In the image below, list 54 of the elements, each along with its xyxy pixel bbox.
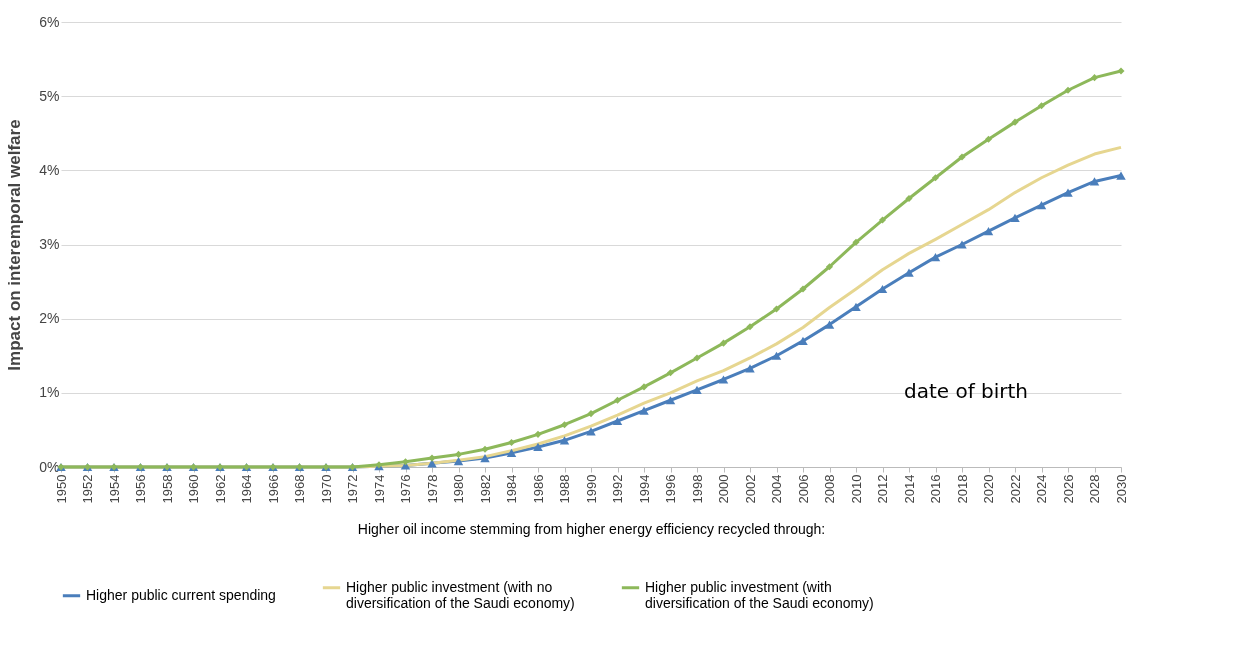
x-tick-label: 2018 (954, 474, 970, 504)
x-tick-label: 1976 (398, 474, 413, 504)
x-tick-label: 2016 (928, 474, 943, 504)
x-tick-label: 2028 (1087, 474, 1102, 504)
x-tick-label: 2014 (901, 474, 917, 504)
x-tick-label: 1960 (186, 474, 201, 504)
x-tick-label: 2020 (981, 474, 996, 504)
x-axis-title: Higher oil income stemming from higher energy efficiency recycled through: (357, 521, 826, 538)
x-tick-label: 2000 (716, 474, 731, 504)
annotation: date of birth (903, 379, 1029, 403)
x-tick-label: 1954 (106, 474, 122, 504)
x-tick-label: 2030 (1113, 474, 1129, 504)
x-tick-label: 2022 (1007, 474, 1023, 504)
x-tick-label: 1950 (53, 474, 69, 504)
x-tick-label: 1982 (477, 474, 493, 504)
legend-label: Higher public investment (with no diversification of the Saudi economy) (346, 578, 575, 611)
x-tick-label: 1956 (133, 474, 148, 504)
x-tick-label: 2006 (795, 474, 811, 504)
y-tick-label: 1% (39, 384, 60, 401)
legend-label: Higher public investment (with diversification of the Saudi economy) (645, 578, 874, 611)
x-tick-label: 1980 (451, 474, 466, 504)
x-tick-label: 2024 (1034, 474, 1049, 504)
y-tick-label: 6% (39, 13, 60, 30)
x-tick-label: 1970 (318, 474, 334, 504)
x-tick-label: 1978 (424, 474, 440, 504)
x-tick-label: 2026 (1060, 474, 1076, 504)
y-tick-label: 5% (39, 87, 60, 104)
y-tick-label: 3% (39, 236, 60, 252)
x-tick-label: 1958 (159, 474, 175, 504)
x-tick-label: 2012 (875, 474, 890, 504)
x-tick-label: 1972 (345, 474, 360, 504)
x-tick-label: 1964 (239, 474, 254, 504)
x-tick-label: 1968 (292, 474, 307, 504)
legend-label: Higher public current spending (86, 586, 276, 603)
x-tick-label: 2008 (822, 474, 837, 504)
x-tick-label: 2010 (848, 474, 864, 504)
x-tick-label: 1990 (583, 474, 599, 504)
x-tick-label: 1986 (530, 474, 546, 504)
x-tick-label: 1962 (212, 474, 228, 504)
y-axis-title: Impact on interemporal welfare (5, 119, 25, 371)
x-tick-label: 1992 (610, 474, 625, 504)
x-tick-label: 2004 (769, 474, 784, 504)
x-tick-label: 1974 (371, 474, 387, 504)
x-tick-label: 2002 (742, 474, 758, 504)
x-tick-label: 1998 (689, 474, 705, 504)
x-tick-label: 1988 (557, 474, 572, 504)
y-tick-label: 0% (39, 458, 60, 475)
x-tick-label: 1996 (663, 474, 678, 504)
y-tick-label: 4% (39, 161, 60, 178)
x-tick-label: 1994 (636, 474, 652, 504)
x-tick-label: 1984 (504, 474, 519, 504)
x-tick-label: 1966 (265, 474, 281, 504)
x-tick-label: 1952 (80, 474, 95, 504)
y-tick-label: 2% (39, 310, 60, 327)
